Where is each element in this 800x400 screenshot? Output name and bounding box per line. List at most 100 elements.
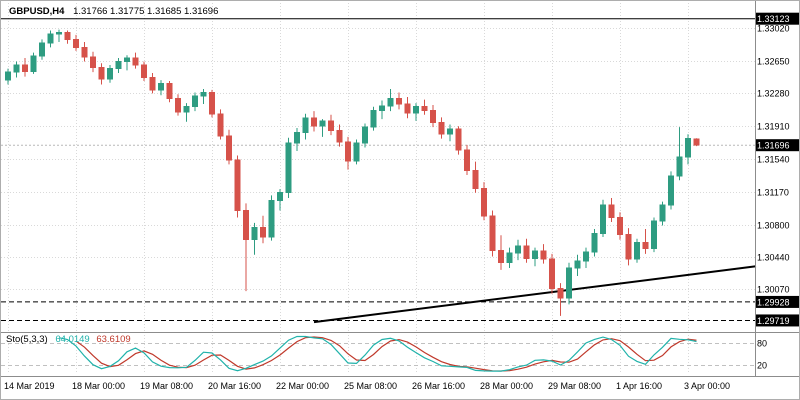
price-axis-tick: 1.31910	[757, 122, 790, 132]
candle-body	[370, 109, 377, 128]
ohlc-values: 1.31766 1.31775 1.31685 1.31696	[73, 6, 219, 17]
time-axis-label: 1 Apr 16:00	[616, 381, 662, 391]
candle-body	[472, 170, 479, 189]
price-label-box	[756, 12, 799, 25]
price-axis-tick: 1.32280	[757, 89, 790, 99]
price-label-box	[756, 295, 799, 308]
candle-body	[124, 57, 130, 63]
candle-body	[642, 241, 649, 250]
candle-body	[540, 250, 547, 260]
candle-body	[47, 33, 54, 44]
candle-body	[13, 64, 20, 73]
candle-body	[5, 71, 11, 81]
candle-body	[22, 64, 28, 72]
candle-body	[600, 204, 606, 234]
time-axis-label: 26 Mar 16:00	[412, 381, 465, 391]
candle-body	[557, 287, 564, 299]
candle-body	[625, 233, 632, 260]
candle-body	[659, 204, 666, 222]
trend-line	[313, 265, 757, 324]
time-axis-label: 28 Mar 00:00	[480, 381, 533, 391]
candle-body	[158, 83, 164, 91]
candle-body	[685, 138, 691, 158]
candle-body	[447, 128, 453, 135]
candle-body	[583, 251, 589, 262]
sto-axis-tick: 80	[757, 339, 767, 349]
sto-axis-tick: 20	[757, 361, 767, 371]
candle-body	[498, 249, 504, 264]
price-axis-tick: 1.31170	[757, 188, 789, 198]
candle-body	[574, 260, 581, 269]
candle-body	[200, 92, 207, 97]
candle-body	[651, 220, 657, 250]
candle-body	[64, 31, 71, 40]
candle-body	[481, 187, 487, 217]
candle-body	[260, 226, 266, 238]
candle-body	[319, 120, 326, 127]
candle-body	[455, 128, 462, 151]
time-axis-label: 14 Mar 2019	[4, 381, 55, 391]
price-axis-tick: 1.33020	[757, 24, 790, 34]
sto-main-line	[58, 335, 697, 372]
candle-body	[362, 126, 368, 144]
candle-body	[141, 64, 147, 78]
candle-body	[149, 76, 156, 91]
candle-body	[115, 61, 122, 70]
candle-body	[39, 42, 45, 57]
candle-body	[132, 57, 139, 66]
candle-body	[183, 106, 190, 113]
candle-body	[166, 83, 173, 100]
candle-body	[56, 31, 62, 35]
candle-body	[404, 103, 411, 114]
price-label-text: 1.29719	[757, 316, 790, 326]
candle-body	[81, 46, 88, 58]
candle-body	[353, 142, 360, 162]
candle-body	[345, 141, 351, 162]
price-axis-tick: 1.30070	[757, 285, 790, 295]
candle-body	[693, 138, 700, 146]
candle-body	[175, 98, 181, 113]
candle-body	[268, 200, 275, 238]
candle-body	[387, 98, 394, 107]
symbol-period-label: GBPUSD,H4	[9, 6, 65, 17]
candle-body	[591, 232, 598, 253]
candle-body	[668, 175, 674, 206]
candle-body	[294, 131, 300, 144]
candle-body	[285, 142, 292, 194]
indicator-label: Sto(5,3,3) 64.0149 63.6109	[6, 334, 131, 345]
price-axis-tick: 1.32650	[757, 57, 790, 67]
candle-body	[634, 241, 640, 260]
candle-body	[549, 258, 555, 289]
candle-body	[523, 245, 530, 259]
candle-body	[379, 105, 385, 111]
chart-ohlc-header: GBPUSD,H4 1.31766 1.31775 1.31685 1.3169…	[9, 6, 218, 17]
time-axis-label: 18 Mar 00:00	[72, 381, 125, 391]
candle-body	[532, 250, 538, 259]
candle-body	[107, 68, 113, 80]
candle-body	[438, 122, 445, 135]
time-axis-label: 19 Mar 08:00	[140, 381, 193, 391]
candle-body	[243, 209, 249, 241]
candle-body	[209, 92, 215, 115]
candle-body	[464, 149, 470, 172]
time-axis-label: 20 Mar 16:00	[208, 381, 261, 391]
price-axis-tick: 1.31540	[757, 155, 790, 165]
time-axis-label: 29 Mar 08:00	[548, 381, 601, 391]
candle-body	[421, 106, 428, 111]
candle-body	[396, 98, 402, 105]
candle-body	[336, 130, 343, 143]
price-label-box	[756, 314, 799, 327]
price-label-box	[756, 139, 799, 152]
candle-body	[226, 135, 232, 161]
time-axis-label: 25 Mar 08:00	[344, 381, 397, 391]
price-label-text: 1.31696	[757, 141, 790, 151]
candle-body	[277, 192, 283, 202]
price-axis-tick: 1.30800	[757, 221, 790, 231]
candle-body	[234, 159, 241, 211]
candle-body	[617, 217, 623, 235]
time-axis-label: 3 Apr 00:00	[684, 381, 730, 391]
candle-body	[73, 38, 79, 48]
candle-body	[430, 109, 436, 124]
